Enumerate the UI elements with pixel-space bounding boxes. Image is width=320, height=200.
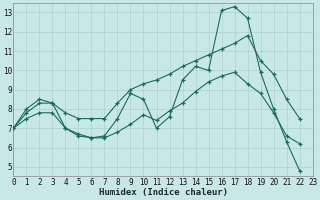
X-axis label: Humidex (Indice chaleur): Humidex (Indice chaleur) <box>99 188 228 197</box>
